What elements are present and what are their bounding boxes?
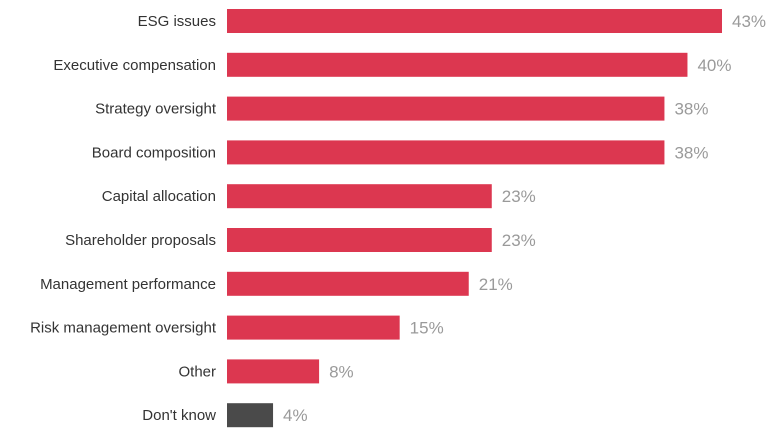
bar-row: ESG issues 43% [138, 9, 766, 33]
category-label: Shareholder proposals [65, 232, 216, 249]
category-label: Don't know [142, 407, 216, 424]
value-label: 23% [502, 231, 536, 250]
category-label: Board composition [92, 144, 216, 161]
category-label: Capital allocation [102, 188, 216, 205]
category-label: Other [178, 363, 216, 380]
category-label: ESG issues [138, 13, 216, 30]
bar-row: Other 8% [178, 359, 354, 384]
category-label: Risk management oversight [30, 320, 217, 337]
value-label: 21% [479, 275, 513, 294]
bar-row: Board composition 38% [92, 140, 708, 165]
value-label: 4% [283, 406, 308, 425]
value-label: 38% [674, 100, 708, 119]
value-label: 15% [410, 319, 444, 338]
bar [227, 96, 665, 121]
bar-row: Executive compensation 40% [53, 52, 731, 77]
value-label: 23% [502, 187, 536, 206]
bar-row: Risk management oversight 15% [30, 315, 444, 340]
category-label: Management performance [40, 276, 216, 293]
bar [227, 9, 722, 33]
bar [227, 228, 492, 252]
bar [227, 403, 274, 428]
bar [227, 140, 665, 165]
bar-row: Management performance 21% [40, 271, 513, 296]
category-label: Strategy oversight [95, 101, 217, 118]
bar-row: Don't know 4% [142, 403, 308, 428]
bar-row: Shareholder proposals 23% [65, 228, 536, 252]
value-label: 8% [329, 362, 354, 381]
value-label: 38% [674, 143, 708, 162]
bar [227, 315, 400, 340]
bar [227, 184, 492, 209]
value-label: 43% [732, 12, 766, 31]
bar [227, 52, 688, 77]
category-label: Executive compensation [53, 57, 216, 74]
bar [227, 271, 469, 296]
bar-row: Capital allocation 23% [102, 184, 536, 209]
bar [227, 359, 320, 384]
bar-row: Strategy oversight 38% [95, 96, 708, 121]
value-label: 40% [697, 56, 731, 75]
